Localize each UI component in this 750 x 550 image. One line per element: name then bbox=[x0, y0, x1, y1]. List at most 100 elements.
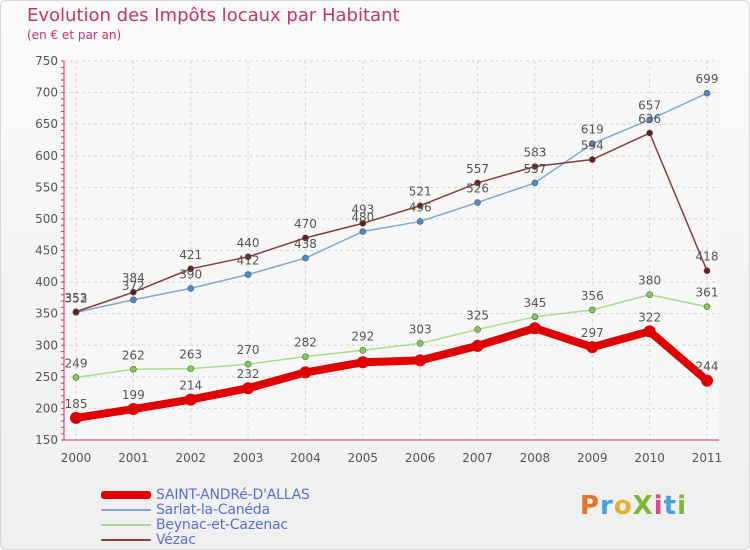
data-point bbox=[359, 347, 367, 354]
data-label: 270 bbox=[237, 343, 260, 357]
data-point bbox=[474, 199, 481, 206]
data-point bbox=[302, 234, 309, 242]
data-point bbox=[471, 339, 484, 352]
data-point bbox=[244, 271, 252, 278]
legend-swatch-vezac bbox=[101, 538, 151, 541]
legend-item-beynac[interactable]: Beynac-et-Cazenac bbox=[101, 516, 310, 533]
data-point bbox=[242, 382, 255, 395]
data-label: 496 bbox=[409, 200, 432, 214]
data-label: 325 bbox=[466, 308, 489, 322]
data-point bbox=[474, 179, 481, 187]
data-label: 418 bbox=[696, 250, 719, 264]
x-tick-label: 2003 bbox=[233, 451, 264, 465]
data-point bbox=[588, 156, 596, 163]
data-point bbox=[244, 360, 252, 368]
data-label: 244 bbox=[696, 360, 719, 374]
y-tick-label: 750 bbox=[35, 54, 58, 68]
legend-item-sarlat[interactable]: Sarlat-la-Canéda bbox=[101, 501, 310, 518]
data-label: 557 bbox=[466, 162, 489, 176]
data-point bbox=[187, 365, 195, 372]
data-label: 185 bbox=[65, 397, 88, 411]
x-tick-label: 2000 bbox=[61, 451, 92, 465]
y-tick-label: 450 bbox=[35, 244, 58, 258]
data-point bbox=[531, 163, 539, 170]
x-tick-label: 2011 bbox=[692, 451, 723, 465]
data-label: 214 bbox=[179, 379, 202, 393]
legend-label: Sarlat-la-Canéda bbox=[156, 501, 270, 518]
legend-swatch-saint-andre bbox=[101, 490, 151, 499]
y-tick-label: 300 bbox=[35, 338, 58, 352]
series-line bbox=[72, 324, 711, 422]
data-point bbox=[701, 374, 713, 387]
data-point bbox=[646, 116, 653, 124]
data-label: 380 bbox=[638, 274, 661, 288]
logo-letter: o bbox=[613, 491, 633, 521]
chart-title: Evolution des Impôts locaux par Habitant bbox=[27, 5, 400, 26]
legend-item-saint-andre[interactable]: SAINT-ANDRé-D'ALLAS bbox=[101, 487, 310, 503]
data-point bbox=[70, 411, 82, 424]
x-tick-label: 2004 bbox=[290, 451, 321, 465]
data-point bbox=[703, 89, 711, 97]
data-label: 249 bbox=[65, 356, 88, 370]
data-point bbox=[646, 291, 653, 299]
data-point bbox=[416, 340, 424, 347]
data-point bbox=[414, 354, 427, 367]
proxiti-logo: ProXiti bbox=[580, 491, 687, 521]
data-point bbox=[359, 228, 367, 235]
data-point bbox=[72, 308, 80, 316]
legend-item-vezac[interactable]: Vézac bbox=[101, 531, 310, 548]
y-tick-label: 650 bbox=[35, 117, 58, 131]
data-label: 699 bbox=[696, 72, 719, 86]
legend-swatch-beynac bbox=[101, 523, 151, 526]
y-tick-label: 550 bbox=[35, 180, 58, 194]
series-line bbox=[75, 132, 708, 313]
x-tick-label: 2010 bbox=[634, 451, 665, 465]
data-label: 232 bbox=[237, 367, 260, 381]
x-tick-label: 2002 bbox=[175, 451, 206, 465]
data-label: 390 bbox=[179, 267, 202, 281]
series-line bbox=[75, 293, 708, 379]
data-label: 303 bbox=[409, 322, 432, 336]
data-point bbox=[588, 140, 596, 148]
data-label: 356 bbox=[581, 289, 604, 303]
legend-label: Beynac-et-Cazenac bbox=[156, 516, 288, 533]
data-label: 372 bbox=[122, 279, 145, 293]
logo-letter: t bbox=[663, 491, 678, 521]
data-label: 594 bbox=[581, 139, 604, 153]
data-point bbox=[416, 202, 424, 209]
data-label: 384 bbox=[122, 271, 145, 285]
x-tick-label: 2006 bbox=[405, 451, 436, 465]
logo-letter: i bbox=[653, 491, 664, 521]
chart-subtitle: (en € et par an) bbox=[27, 28, 122, 42]
data-point bbox=[531, 179, 539, 187]
data-label: 412 bbox=[237, 254, 260, 268]
data-label: 282 bbox=[294, 336, 317, 350]
data-point bbox=[356, 356, 369, 369]
data-point bbox=[586, 341, 599, 354]
data-label: 199 bbox=[122, 388, 145, 402]
data-point bbox=[184, 393, 197, 406]
data-point bbox=[130, 288, 137, 296]
legend-label: Vézac bbox=[156, 531, 196, 548]
data-point bbox=[646, 129, 653, 137]
data-point bbox=[127, 403, 140, 416]
data-label: 619 bbox=[581, 123, 604, 137]
data-label: 440 bbox=[237, 236, 260, 250]
data-label: 493 bbox=[351, 202, 374, 216]
logo-letter: X bbox=[632, 491, 654, 521]
x-tick-label: 2007 bbox=[462, 451, 493, 465]
y-tick-label: 400 bbox=[35, 275, 58, 289]
data-point bbox=[187, 285, 195, 292]
data-label: 322 bbox=[638, 310, 661, 324]
x-tick-label: 2001 bbox=[118, 451, 149, 465]
data-label: 345 bbox=[523, 296, 546, 310]
data-label: 361 bbox=[696, 286, 719, 300]
series-line bbox=[75, 92, 708, 314]
logo-letter: i bbox=[677, 491, 687, 521]
data-label: 521 bbox=[409, 185, 432, 199]
data-point bbox=[244, 253, 252, 261]
data-point bbox=[643, 325, 656, 338]
data-label: 526 bbox=[466, 181, 489, 195]
data-label: 421 bbox=[179, 248, 202, 262]
